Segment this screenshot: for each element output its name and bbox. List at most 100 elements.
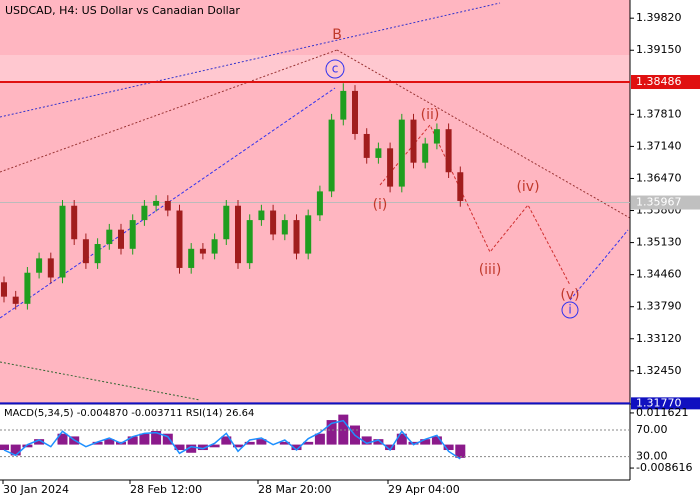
candle-body bbox=[94, 244, 101, 264]
macd-bar bbox=[233, 444, 243, 448]
chart-title: USDCAD, H4: US Dollar vs Canadian Dollar bbox=[5, 4, 240, 17]
x-tick-label: 29 Apr 04:00 bbox=[388, 483, 460, 496]
macd-bar bbox=[361, 436, 372, 445]
support-label: 1.31770 bbox=[636, 396, 682, 409]
wave-label: (iv) bbox=[516, 179, 539, 195]
candle-body bbox=[433, 129, 440, 144]
macd-bar bbox=[10, 444, 21, 456]
candle-body bbox=[235, 205, 241, 264]
candle-body bbox=[445, 129, 452, 173]
price-label-bg bbox=[631, 75, 700, 90]
candle-body bbox=[328, 119, 335, 192]
macd-tick-label: 0.011621 bbox=[636, 406, 689, 419]
candle-body bbox=[82, 239, 89, 264]
macd-bar bbox=[209, 444, 220, 448]
macd-bar bbox=[314, 433, 325, 445]
candle-body bbox=[246, 220, 253, 264]
macd-bar bbox=[139, 433, 150, 445]
macd-bar bbox=[244, 441, 255, 445]
macd-bar bbox=[127, 436, 138, 445]
y-tick-label: 1.34460 bbox=[636, 268, 682, 281]
macd-bar bbox=[303, 441, 314, 445]
candle-body bbox=[153, 200, 160, 206]
x-tick-label: 28 Feb 12:00 bbox=[130, 483, 202, 496]
macd-bar bbox=[455, 444, 466, 458]
macd-bar bbox=[197, 444, 208, 451]
rsi-tick-label: 30.00 bbox=[636, 450, 668, 463]
wave-line bbox=[0, 87, 336, 319]
candle-body bbox=[410, 119, 417, 163]
channel-line bbox=[336, 49, 631, 219]
candle-body bbox=[293, 220, 300, 254]
candle-body bbox=[199, 248, 206, 254]
price-label-bg bbox=[631, 397, 700, 410]
zone bbox=[0, 55, 630, 82]
macd-bar bbox=[385, 444, 396, 451]
macd-tick-label: -0.008616 bbox=[636, 461, 692, 474]
wave-label: (ii) bbox=[421, 107, 440, 123]
candle-body bbox=[281, 220, 288, 235]
candle-body bbox=[340, 90, 347, 120]
macd-bar bbox=[396, 433, 407, 445]
candle-body bbox=[106, 229, 113, 245]
wave-line bbox=[569, 229, 629, 301]
y-tick-label: 1.39150 bbox=[636, 43, 682, 56]
macd-bar bbox=[104, 439, 115, 445]
wave-label: B bbox=[332, 27, 342, 43]
candle-body bbox=[176, 210, 183, 268]
macd-bar bbox=[408, 441, 419, 445]
candle-body bbox=[422, 143, 429, 163]
macd-bar bbox=[420, 439, 431, 445]
macd-bar bbox=[431, 436, 442, 445]
y-tick-label: 1.33120 bbox=[636, 332, 682, 345]
candle-body bbox=[457, 172, 464, 201]
x-tick-label: 30 Jan 2024 bbox=[3, 483, 69, 496]
candle-body bbox=[305, 215, 312, 254]
candle-body bbox=[24, 272, 31, 304]
candle-body bbox=[188, 248, 195, 268]
candle-body bbox=[270, 210, 277, 235]
candle-body bbox=[387, 148, 394, 187]
candle-body bbox=[36, 258, 43, 273]
macd-bar bbox=[221, 436, 232, 445]
y-tick-label: 1.32450 bbox=[636, 364, 682, 377]
macd-bar bbox=[291, 444, 302, 451]
wave-label: (i) bbox=[373, 197, 388, 213]
price-label-bg bbox=[631, 195, 700, 210]
wave-label: (v) bbox=[560, 287, 579, 303]
macd-bar bbox=[373, 439, 384, 445]
wave-circle bbox=[325, 59, 345, 79]
current-price-label: 1.35967 bbox=[636, 196, 682, 209]
macd-bar bbox=[326, 420, 337, 445]
candle-body bbox=[316, 191, 323, 216]
rsi-tick-label: 70.00 bbox=[636, 423, 668, 436]
indicator-title: MACD(5,34,5) -0.004870 -0.003711 RSI(14)… bbox=[4, 408, 254, 419]
macd-bar bbox=[256, 439, 267, 445]
macd-bar bbox=[151, 430, 162, 445]
candle-body bbox=[141, 205, 148, 221]
candle-body bbox=[118, 229, 124, 249]
macd-bar bbox=[57, 433, 68, 445]
macd-bar bbox=[443, 444, 454, 451]
candle-body bbox=[258, 210, 265, 221]
candle-body bbox=[223, 205, 230, 240]
wave-label: (iii) bbox=[479, 262, 502, 278]
resistance-label: 1.38486 bbox=[636, 75, 682, 88]
candle-body bbox=[363, 133, 370, 158]
candle-body bbox=[375, 148, 382, 158]
y-tick-label: 1.33790 bbox=[636, 300, 682, 313]
macd-bar bbox=[338, 414, 349, 445]
candle-body bbox=[1, 282, 7, 297]
candle-body bbox=[12, 296, 19, 304]
macd-bar bbox=[34, 439, 45, 445]
macd-bar bbox=[0, 444, 9, 451]
candle-body bbox=[164, 200, 171, 211]
macd-bar bbox=[92, 441, 103, 445]
candle-body bbox=[211, 239, 218, 254]
macd-bar bbox=[186, 444, 197, 453]
y-tick-label: 1.36470 bbox=[636, 171, 682, 184]
channel-line bbox=[0, 2, 501, 118]
x-tick-label: 28 Mar 20:00 bbox=[258, 483, 331, 496]
